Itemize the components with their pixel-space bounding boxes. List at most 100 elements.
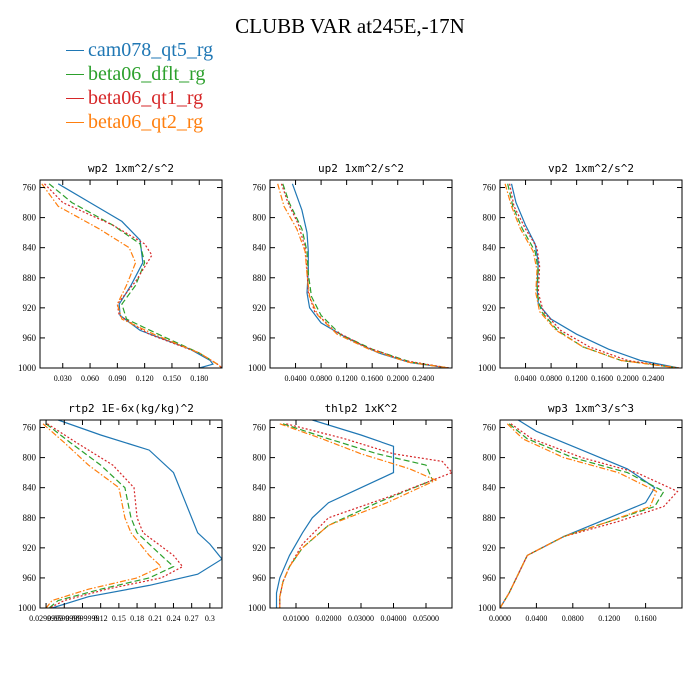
y-tick-label: 1000 <box>248 603 267 613</box>
y-tick-label: 960 <box>253 333 267 343</box>
series-line-beta06_dflt_rg <box>500 423 665 608</box>
x-tick-label: 0.1600 <box>361 374 383 383</box>
legend-item: beta06_dflt_rg <box>66 62 213 86</box>
series-line-beta06_qt1_rg <box>279 423 452 608</box>
x-tick-label: 0.04000 <box>381 614 407 623</box>
series-line-beta06_qt1_rg <box>44 183 222 368</box>
y-tick-label: 880 <box>253 273 267 283</box>
x-tick-label: 0.1200 <box>566 374 588 383</box>
y-tick-label: 800 <box>253 213 267 223</box>
x-tick-label: 0.15 <box>112 614 126 623</box>
x-tick-label: 0.030 <box>54 374 72 383</box>
series-line-beta06_qt2_rg <box>500 423 658 608</box>
plot-frame <box>499 179 683 369</box>
y-tick-label: 840 <box>253 243 267 253</box>
chart-panel: wp2 1xm^2/s^2 760 800 840 880 920 960 1000 0.030… <box>18 162 223 383</box>
y-tick-label: 880 <box>23 513 37 523</box>
legend-label: beta06_qt2_rg <box>88 111 204 133</box>
y-tick-label: 760 <box>23 183 37 193</box>
x-tick-label: 0.1600 <box>591 374 613 383</box>
plot-frame <box>39 179 223 369</box>
y-tick-label: 840 <box>483 483 497 493</box>
panel-title: up2 1xm^2/s^2 <box>318 162 404 175</box>
x-tick-label: 0.1600 <box>635 614 657 623</box>
y-tick-label: 880 <box>483 273 497 283</box>
y-tick-label: 760 <box>253 183 267 193</box>
panel-title: vp2 1xm^2/s^2 <box>548 162 634 175</box>
x-tick-label: 0.0400 <box>285 374 307 383</box>
x-tick-label: 0.1200 <box>598 614 620 623</box>
series-line-beta06_qt2_rg <box>504 183 679 368</box>
panel-title: rtp2 1E-6x(kg/kg)^2 <box>68 402 194 415</box>
chart-panel: up2 1xm^2/s^2 760 800 840 880 920 960 1000 0.040… <box>248 162 453 383</box>
x-tick-label: 0.24 <box>166 614 180 623</box>
series-line-beta06_qt1_rg <box>509 183 679 368</box>
legend: cam078_qt5_rg beta06_dflt_rg beta06_qt1_… <box>66 38 213 134</box>
y-tick-label: 960 <box>23 333 37 343</box>
legend-swatch <box>66 49 84 51</box>
plot-frame <box>269 179 453 369</box>
y-tick-label: 920 <box>483 543 497 553</box>
series-line-beta06_dflt_rg <box>282 183 449 368</box>
x-tick-label: 0.02000 <box>316 614 342 623</box>
x-tick-label: 0.12 <box>94 614 108 623</box>
chart-panel: vp2 1xm^2/s^2 760 800 840 880 920 960 1000 0.040… <box>478 162 683 383</box>
x-tick-label: 0.060 <box>81 374 99 383</box>
legend-label: cam078_qt5_rg <box>88 39 214 61</box>
panel-title: wp2 1xm^2/s^2 <box>88 162 174 175</box>
chart-panel: wp3 1xm^3/s^3 760 800 840 880 920 960 10000.000… <box>478 402 683 623</box>
x-tick-label: 0.2400 <box>642 374 664 383</box>
series-line-beta06_qt2_rg <box>277 183 449 368</box>
x-tick-label: 0.0599999 <box>47 614 81 623</box>
y-tick-label: 800 <box>483 213 497 223</box>
y-tick-label: 920 <box>483 303 497 313</box>
y-tick-label: 880 <box>253 513 267 523</box>
series-line-cam078_qt5_rg <box>510 183 679 368</box>
series-line-beta06_qt1_rg <box>500 423 679 608</box>
y-tick-label: 960 <box>483 573 497 583</box>
series-line-cam078_qt5_rg <box>57 183 214 368</box>
series-line-beta06_dflt_rg <box>45 423 175 608</box>
panel-title: thlp2 1xK^2 <box>325 402 398 415</box>
series-line-cam078_qt5_rg <box>291 183 449 368</box>
y-tick-label: 920 <box>253 543 267 553</box>
x-tick-label: 0.120 <box>136 374 154 383</box>
y-tick-label: 960 <box>23 573 37 583</box>
legend-swatch <box>66 121 84 123</box>
chart-panel: rtp2 1E-6x(kg/kg)^2 760 800 840 880 920 960 100… <box>18 402 223 623</box>
series-line-beta06_qt2_rg <box>41 183 222 368</box>
x-tick-label: 0.01000 <box>283 614 309 623</box>
x-tick-label: 0.2000 <box>387 374 409 383</box>
y-tick-label: 960 <box>483 333 497 343</box>
y-tick-label: 800 <box>253 453 267 463</box>
y-tick-label: 800 <box>23 453 37 463</box>
series-line-beta06_qt2_rg <box>279 423 438 608</box>
legend-item: beta06_qt2_rg <box>66 110 213 134</box>
legend-item: cam078_qt5_rg <box>66 38 213 62</box>
legend-swatch <box>66 97 84 99</box>
y-tick-label: 920 <box>23 303 37 313</box>
x-tick-label: 0.0899999 <box>65 614 99 623</box>
y-tick-label: 840 <box>23 483 37 493</box>
series-line-beta06_dflt_rg <box>507 183 679 368</box>
y-tick-label: 1000 <box>478 363 497 373</box>
y-tick-label: 920 <box>23 543 37 553</box>
y-tick-label: 960 <box>253 573 267 583</box>
x-tick-label: 0.0800 <box>562 614 584 623</box>
series-line-beta06_qt1_rg <box>46 423 184 608</box>
y-tick-label: 760 <box>483 183 497 193</box>
series-line-cam078_qt5_rg <box>51 420 222 608</box>
y-tick-label: 1000 <box>478 603 497 613</box>
y-tick-label: 760 <box>253 423 267 433</box>
x-tick-label: 0.0299999 <box>29 614 63 623</box>
y-tick-label: 760 <box>483 423 497 433</box>
x-tick-label: 0.1200 <box>336 374 358 383</box>
figure-title: CLUBB VAR at245E,-17N <box>235 14 465 38</box>
chart-panel: thlp2 1xK^2 760 800 840 880 920 960 1000 0.01000… <box>248 402 453 623</box>
x-tick-label: 0.180 <box>190 374 208 383</box>
series-line-beta06_qt2_rg <box>42 423 163 608</box>
y-tick-label: 1000 <box>18 363 37 373</box>
x-tick-label: 0.0400 <box>515 374 537 383</box>
legend-item: beta06_qt1_rg <box>66 86 213 110</box>
